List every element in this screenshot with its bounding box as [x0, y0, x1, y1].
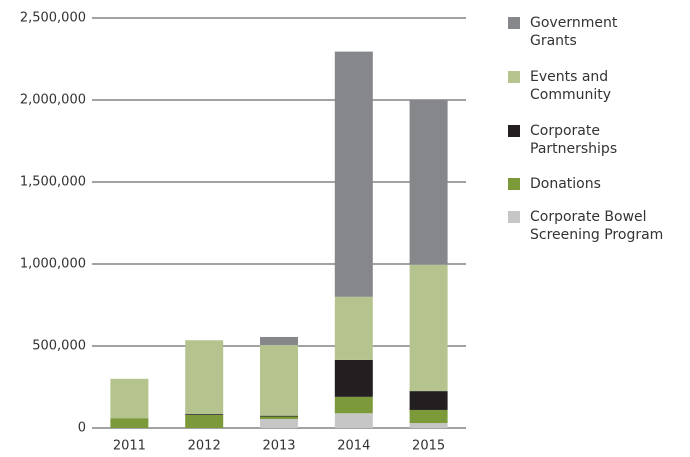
bar-segment [185, 414, 224, 428]
legend-item: Events and Community [508, 68, 640, 104]
y-tick-label: 2,500,000 [20, 11, 86, 26]
legend-swatch [508, 71, 520, 83]
bar-segment [409, 391, 448, 410]
x-tick-label: 2014 [337, 439, 370, 454]
legend-label: Events and Community [530, 69, 612, 103]
x-tick-label: 2013 [262, 439, 295, 454]
bar-segment [260, 416, 298, 419]
legend-label: Corporate Bowel Screening Program [530, 209, 664, 243]
bar-segment [334, 359, 373, 397]
bar-segment [110, 378, 149, 419]
bar-segment [409, 423, 448, 428]
legend-item: Corporate Partnerships [508, 122, 640, 158]
legend-swatch [508, 178, 520, 190]
bar-segment [260, 345, 298, 416]
legend-label: Donations [530, 176, 601, 192]
x-tick-label: 2015 [412, 439, 445, 454]
bar-segment [334, 296, 373, 360]
legend-swatch [508, 211, 520, 223]
bar-segment [409, 100, 448, 265]
legend-item: Corporate Bowel Screening Program [508, 208, 680, 244]
bar-segment [409, 409, 448, 424]
bar-segment [260, 415, 298, 417]
bar-segment [409, 264, 448, 392]
x-tick-label: 2011 [113, 439, 146, 454]
legend-item: Government Grants [508, 14, 640, 50]
y-tick-label: 1,500,000 [20, 175, 86, 190]
legend-swatch [508, 125, 520, 137]
bar-segment [260, 418, 298, 428]
y-tick-label: 0 [78, 421, 86, 436]
x-tick-label: 2012 [188, 439, 221, 454]
legend-swatch [508, 17, 520, 29]
legend-label: Government Grants [530, 15, 618, 49]
bar-segment [334, 396, 373, 414]
bar-segment [334, 51, 373, 297]
y-tick-label: 1,000,000 [20, 257, 86, 272]
bar-segment [260, 336, 298, 346]
y-tick-label: 500,000 [32, 339, 86, 354]
legend-item: Donations [508, 175, 640, 193]
legend-label: Corporate Partnerships [530, 123, 618, 157]
bar-segment [185, 414, 224, 415]
y-tick-label: 2,000,000 [20, 93, 86, 108]
bar-segment [334, 413, 373, 428]
bar-segment [185, 340, 224, 415]
bar-segment [110, 418, 149, 428]
